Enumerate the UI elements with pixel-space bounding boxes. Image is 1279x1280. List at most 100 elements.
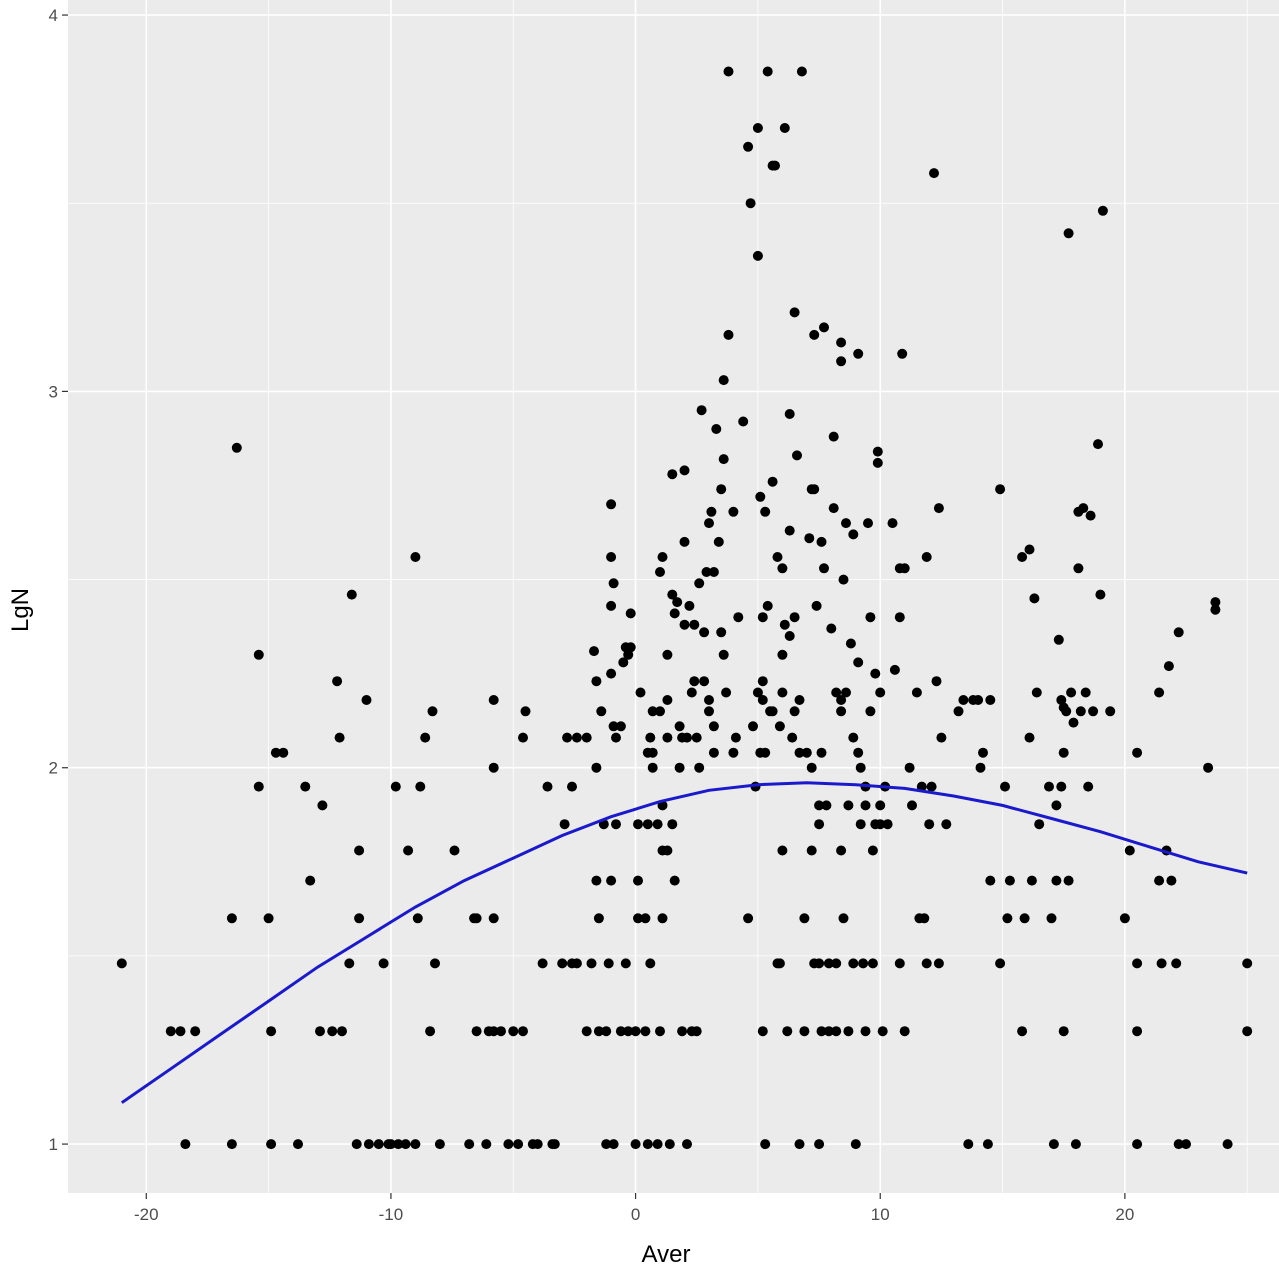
data-point: [694, 578, 705, 589]
data-point: [1083, 781, 1094, 792]
data-point: [337, 1026, 347, 1037]
data-point: [770, 160, 780, 171]
data-point: [870, 668, 881, 679]
data-point: [571, 732, 582, 743]
data-point: [804, 533, 815, 544]
data-point: [412, 913, 423, 924]
data-point: [253, 649, 264, 660]
grid-minor: [68, 0, 1279, 1193]
data-point: [420, 732, 431, 743]
data-point: [767, 706, 778, 717]
data-point: [1063, 875, 1074, 886]
data-point: [823, 958, 834, 969]
data-point: [1124, 845, 1135, 856]
data-point: [860, 800, 871, 811]
data-point: [606, 875, 617, 886]
smooth-trend-line: [120, 781, 1248, 1104]
y-axis-ticks: 1 2 3 4: [49, 6, 68, 1154]
x-tick-label: -20: [134, 1205, 159, 1224]
data-point: [867, 845, 878, 856]
data-point: [679, 619, 690, 630]
data-point: [1085, 510, 1096, 521]
data-point: [363, 1139, 374, 1150]
data-point: [811, 600, 822, 611]
data-point: [559, 819, 570, 830]
data-point: [738, 416, 749, 427]
data-point: [853, 657, 864, 668]
data-point: [1056, 781, 1067, 792]
data-point: [777, 649, 788, 660]
data-point: [814, 958, 825, 969]
data-point: [809, 329, 820, 340]
data-point: [532, 1139, 543, 1150]
data-point: [708, 567, 719, 577]
data-point: [657, 552, 668, 562]
data-point: [581, 1026, 592, 1037]
data-point: [116, 958, 127, 969]
data-point: [647, 747, 658, 758]
data-point: [1119, 913, 1130, 924]
data-point: [635, 687, 646, 698]
data-point: [941, 819, 952, 830]
data-point: [266, 1139, 277, 1150]
data-point: [642, 1139, 653, 1150]
data-point: [542, 781, 553, 792]
data-point: [351, 1139, 362, 1150]
data-point: [449, 845, 460, 856]
data-point: [789, 612, 800, 623]
data-point: [843, 800, 854, 811]
data-point: [704, 695, 714, 705]
data-point: [845, 638, 856, 649]
data-point: [1078, 503, 1089, 514]
y-tick-label: 3: [49, 382, 58, 401]
x-tick-label: 20: [1115, 1205, 1134, 1224]
data-point: [603, 958, 614, 969]
data-point: [667, 819, 678, 830]
data-point: [679, 465, 690, 476]
data-point: [615, 721, 626, 732]
data-point: [777, 845, 788, 856]
data-point: [743, 141, 754, 152]
data-point: [728, 506, 739, 517]
x-axis-ticks: -20 -10 0 10 20: [134, 1193, 1134, 1224]
data-point: [1066, 687, 1077, 698]
data-point: [567, 781, 577, 792]
data-point: [1056, 695, 1067, 705]
data-point: [816, 536, 827, 547]
data-point: [784, 409, 795, 419]
data-point: [814, 819, 825, 830]
data-point: [779, 619, 790, 630]
x-tick-label: 10: [871, 1205, 890, 1224]
data-point: [836, 356, 847, 367]
data-point: [701, 567, 712, 577]
data-point: [757, 612, 768, 623]
data-point: [841, 518, 851, 529]
data-point: [828, 431, 839, 442]
data-point: [711, 424, 722, 434]
data-point: [471, 1026, 482, 1037]
data-point: [774, 721, 785, 732]
data-point: [1029, 593, 1040, 604]
data-point: [488, 762, 499, 773]
data-point: [1154, 875, 1165, 886]
data-point: [794, 1139, 805, 1150]
data-point: [1075, 706, 1086, 717]
data-point: [863, 518, 873, 529]
data-point: [782, 1026, 793, 1037]
data-point: [752, 687, 763, 698]
data-point: [978, 747, 988, 758]
data-point: [694, 762, 705, 773]
data-point: [713, 536, 724, 547]
data-point: [293, 1139, 303, 1150]
data-point: [520, 706, 531, 717]
data-point: [1034, 819, 1045, 830]
data-point: [858, 958, 869, 969]
data-point: [488, 695, 499, 705]
data-point: [762, 66, 773, 77]
data-point: [1088, 706, 1099, 717]
data-point: [848, 958, 859, 969]
data-point: [606, 668, 617, 679]
data-point: [816, 1026, 827, 1037]
data-point: [696, 405, 707, 416]
data-point: [806, 762, 817, 773]
